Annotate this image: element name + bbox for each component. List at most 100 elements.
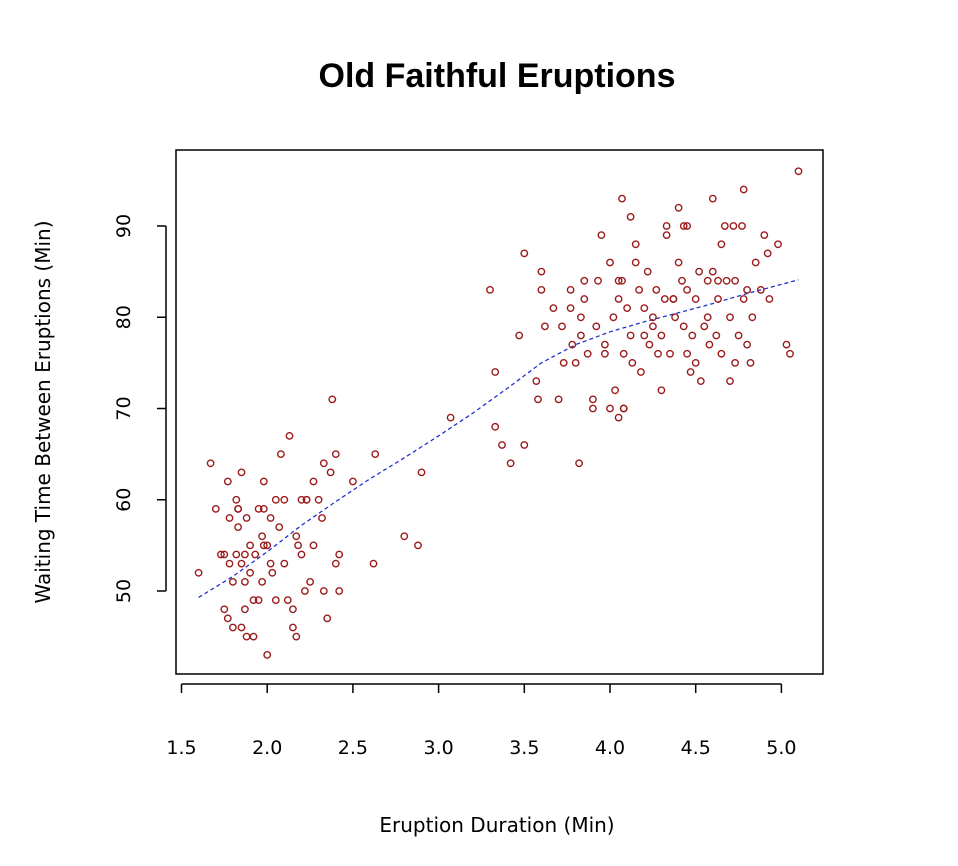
data-point [254,504,263,513]
data-point [619,404,628,413]
data-point [558,322,566,331]
data-point [371,450,380,458]
data-point [774,240,782,249]
data-point [708,267,717,276]
data-point [283,596,292,604]
data-point [414,541,422,550]
data-point [498,441,506,449]
data-point [731,276,739,285]
x-tick-label: 4.0 [595,737,625,759]
data-point [331,559,340,568]
data-point [242,632,251,641]
data-point [216,550,225,559]
x-axis-label: Eruption Duration (Min) [379,813,614,837]
plot-frame [175,149,824,675]
data-point [268,568,277,577]
data-point [275,523,284,531]
scatter-points-layer [194,167,803,659]
data-point [756,285,765,294]
data-point [626,331,635,340]
data-point [271,495,280,504]
data-point [223,477,232,486]
data-point [559,358,568,367]
data-point [532,377,541,385]
x-tick-label: 2.0 [252,737,282,759]
data-point [577,331,585,340]
data-point [206,459,215,468]
data-point [609,313,618,322]
data-point [326,468,335,477]
data-point [671,313,679,322]
data-point [288,623,297,632]
data-point [739,185,748,194]
data-point [259,541,268,550]
data-point [649,322,657,331]
data-point [674,258,683,267]
data-point [549,304,558,312]
data-point [220,550,229,559]
data-point [331,450,340,458]
data-point [319,459,328,468]
data-point [491,368,500,376]
data-point [228,578,237,586]
data-point [606,258,614,267]
data-point [606,404,614,413]
data-point [537,285,546,294]
data-point [240,605,249,614]
data-point [566,304,575,312]
data-point [520,441,529,449]
data-point [302,495,311,504]
data-point [734,331,743,340]
data-point [266,514,275,522]
chart-title: Old Faithful Eruptions [319,57,676,95]
data-point [631,240,640,249]
data-point [786,349,794,358]
data-point [782,340,791,349]
data-point [705,340,714,349]
data-point [683,285,691,294]
data-point [369,559,378,568]
data-point [618,276,626,285]
data-point [306,578,314,586]
data-point [597,231,606,240]
data-point [760,231,769,240]
data-point [234,504,243,513]
data-point [309,477,318,486]
data-point [592,322,601,331]
x-tick-label: 5.0 [766,737,796,759]
data-point [763,249,772,258]
data-point [645,340,654,349]
data-point [589,404,597,413]
data-point [717,349,726,358]
data-point [631,258,640,267]
data-point [583,349,592,358]
data-point [618,194,626,203]
data-point [691,358,700,367]
data-point [717,240,726,249]
data-point [300,587,309,595]
data-point [688,331,697,340]
data-point [731,358,739,367]
data-point [266,559,275,568]
data-point [554,395,563,404]
data-point [657,386,666,395]
data-point [280,559,289,568]
data-point [674,203,683,212]
data-point [237,468,246,477]
data-point [314,495,323,504]
data-point [417,468,426,477]
data-point [626,212,635,221]
y-tick-label: 60 [113,488,135,512]
data-point [220,605,229,614]
data-point [486,285,494,294]
data-point [491,422,500,431]
x-tick-label: 3.5 [509,737,539,759]
y-axis-label: Waiting Time Between Eruptions (Min) [31,220,55,603]
x-tick-label: 1.5 [166,737,196,759]
data-point [580,276,589,285]
data-point [240,550,249,559]
data-point [619,349,628,358]
x-axis: 1.5 2.0 2.5 3.0 3.5 4.0 4.5 5.0 [166,683,797,759]
data-point [259,477,268,486]
